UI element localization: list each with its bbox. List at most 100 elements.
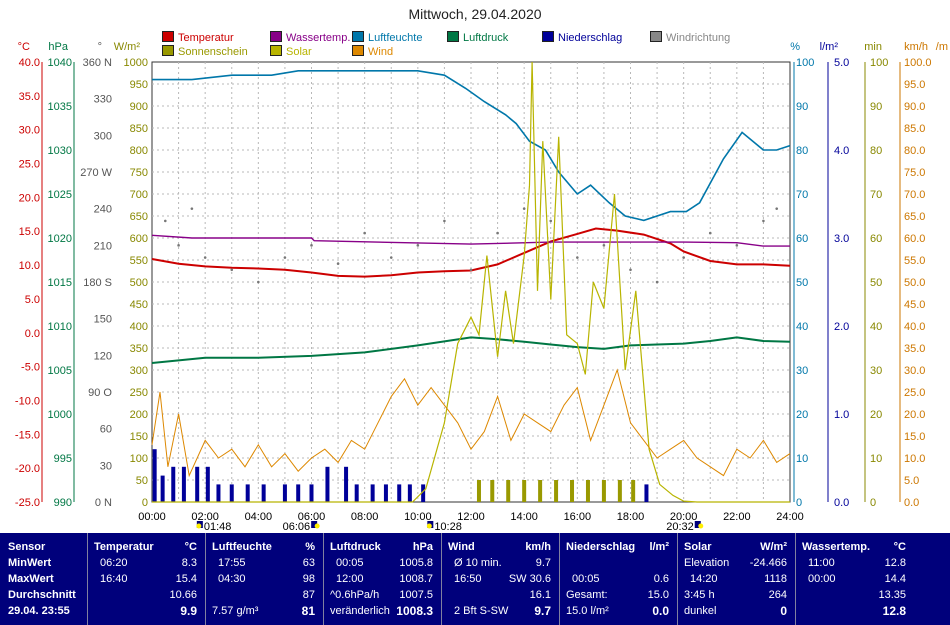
x-tick-label: 22:00 [723, 511, 751, 523]
sunshine-tick-label: 10 [870, 453, 882, 465]
x-tick-label: 06:00 [298, 511, 326, 523]
precip-max-time: 00:05 [572, 573, 600, 585]
precip-bar [296, 484, 301, 502]
humidity-unit-label: % [790, 41, 800, 53]
solar-max-value: 1118 [764, 573, 787, 585]
wind_dir-tick-label: 30 [100, 460, 112, 472]
sunshine-tick-label: 100 [870, 57, 888, 69]
solar-tick-label: 50 [136, 475, 148, 487]
pressure-min-value: 1005.8 [399, 557, 433, 569]
wind-tick-label: 5.0 [904, 475, 919, 487]
x-tick-label: 18:00 [617, 511, 645, 523]
wind_dir-tick-label: 150 [94, 314, 112, 326]
legend-swatch [447, 31, 459, 42]
sunshine-bar [631, 480, 636, 502]
wind-direction-dot [682, 256, 685, 259]
wind-tick-label: 90.0 [904, 101, 925, 113]
temp-tick-label: -25.0 [15, 497, 40, 509]
sunshine-tick-label: 30 [870, 365, 882, 377]
humidity-tick-label: 30 [796, 365, 808, 377]
solar-state: dunkel [684, 605, 717, 617]
pressure-avg-value: 1007.5 [399, 589, 433, 601]
sun-icon [196, 523, 202, 529]
humidity-min-time: 17:55 [218, 557, 246, 569]
precip-bar [152, 449, 157, 502]
wind-direction-dot [443, 219, 446, 223]
wassertemp-line [151, 234, 790, 247]
humidity-tick-label: 50 [796, 277, 808, 289]
sunshine-bar [538, 480, 543, 502]
legend-label: Wassertemp. [286, 32, 351, 44]
precip-bar [195, 466, 200, 502]
legend-label: Temperatur [178, 32, 234, 44]
legend-label: Luftdruck [463, 32, 509, 44]
precip-tick-label: 0.0 [834, 497, 849, 509]
precip-bar [261, 484, 266, 502]
wind-tick-label: 75.0 [904, 167, 925, 179]
watertemp-avg-value: 13.35 [878, 589, 906, 601]
wind-tick-label: 50.0 [904, 277, 925, 289]
precip-bar [397, 484, 402, 502]
pressure-unit: hPa [412, 541, 433, 553]
precip-column: Niederschlag l/m² 00:05 0.6 Gesamt: 15.0… [560, 533, 678, 625]
watertemp-unit: °C [893, 541, 906, 553]
wind-direction-dot [310, 244, 313, 247]
temperature-column: Temperatur °C 06:20 8.3 16:40 15.4 10.66… [88, 533, 206, 625]
humidity-max-value: 98 [302, 573, 315, 585]
legend-label: Sonnenschein [178, 46, 248, 58]
temp-tick-label: -20.0 [15, 463, 40, 475]
humidity-column: Luftfeuchte % 17:55 63 04:30 98 87 7.57 … [206, 533, 324, 625]
sun-event-time: 06:06 [283, 521, 311, 533]
sun-event-marker [694, 521, 701, 528]
pressure-tick-label: 1020 [48, 233, 72, 245]
wind-tick-label: 55.0 [904, 255, 925, 267]
wind-tick-label: 40.0 [904, 321, 925, 333]
luftfeuchte-line [152, 70, 791, 222]
legend-swatch [352, 45, 364, 56]
precip-total-value: 15.0 [647, 589, 669, 601]
wind-tick-label: 85.0 [904, 123, 925, 135]
wind-tick-label: 95.0 [904, 79, 925, 91]
sunshine-tick-label: 40 [870, 321, 882, 333]
temp-tick-label: -10.0 [15, 395, 40, 407]
pressure-header: Luftdruck [330, 541, 381, 553]
x-tick-label: 04:00 [245, 511, 273, 523]
temperature-max-time: 16:40 [100, 573, 128, 585]
x-tick-label: 10:00 [404, 511, 432, 523]
row-max-label: MaxWert [8, 573, 54, 585]
temperature-header: Temperatur [94, 541, 154, 553]
legend-item: Solar [270, 45, 312, 59]
precip-total-label: Gesamt: [566, 589, 608, 601]
solar-tick-label: 300 [130, 365, 148, 377]
x-tick-label: 16:00 [564, 511, 592, 523]
pressure-tick-label: 1000 [48, 409, 72, 421]
legend-label: Wind [368, 46, 394, 58]
legend: Temperatur Wassertemp. Luftfeuchte Luftdruc… [162, 31, 782, 61]
wind-beaufort: 2 Bft S-SW [454, 605, 509, 617]
wind-direction-dot [735, 244, 739, 247]
wind-avg10-label: Ø 10 min. [454, 557, 502, 569]
temperature-min-time: 06:20 [100, 557, 128, 569]
wind-current-value: 9.7 [534, 604, 551, 618]
temp-tick-label: 20.0 [19, 192, 40, 204]
temp-tick-label: 35.0 [19, 91, 40, 103]
humidity-max-time: 04:30 [218, 573, 246, 585]
wind-direction-dot [602, 244, 606, 247]
sunshine-bar [522, 480, 527, 502]
temperature-avg-value: 10.66 [169, 589, 197, 601]
precip-tick-label: 3.0 [834, 233, 849, 245]
precip-total-text: 15.0 l/m² [566, 605, 609, 617]
wind-tick-label: 20.0 [904, 409, 925, 421]
legend-swatch [650, 31, 662, 42]
pressure-min-time: 00:05 [336, 557, 364, 569]
sunshine-tick-label: 50 [870, 277, 882, 289]
wind-direction-dot [496, 231, 499, 235]
temp-tick-label: 30.0 [19, 125, 40, 137]
sun-event-marker [311, 521, 318, 528]
temperatur-line [151, 227, 791, 278]
legend-item: Temperatur [162, 31, 234, 45]
wind-max-time: 16:50 [454, 573, 482, 585]
solar-line [152, 61, 790, 503]
sunshine-bar [506, 480, 511, 502]
pressure-max-time: 12:00 [336, 573, 364, 585]
